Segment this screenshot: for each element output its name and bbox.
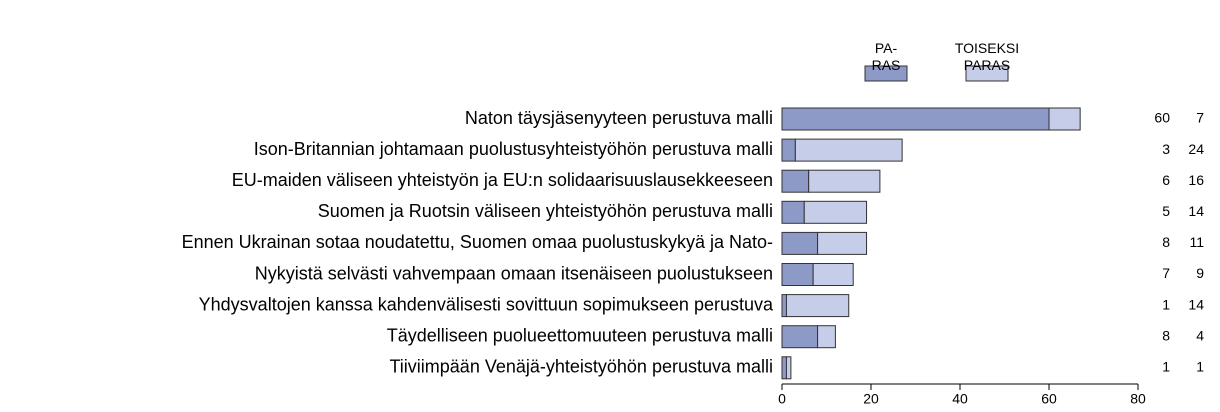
category-label: Ison-Britannian johtamaan puolustusyhtei…	[254, 139, 773, 159]
category-label: Yhdysvaltojen kanssa kahdenvälisesti sov…	[199, 294, 774, 314]
value-label: 7	[1196, 110, 1204, 126]
category-label: Suomen ja Ruotsin väliseen yhteistyöhön …	[318, 201, 773, 221]
bar-segment	[781, 325, 819, 349]
bar-segment	[781, 107, 1050, 131]
bar-segment	[785, 356, 792, 380]
x-tick-label: 20	[863, 391, 879, 407]
category-label: EU-maiden väliseen yhteistyön ja EU:n so…	[232, 170, 773, 190]
bar-segment	[781, 231, 819, 255]
bar-segment	[817, 325, 836, 349]
value-label: 5	[1162, 203, 1170, 219]
bar-segment	[781, 169, 810, 193]
value-label: 7	[1162, 265, 1170, 281]
bar-segment	[781, 200, 805, 224]
value-label: 1	[1162, 359, 1170, 375]
category-label: Nykyistä selvästi vahvempaan omaan itsen…	[255, 263, 773, 283]
value-label: 14	[1188, 296, 1204, 312]
value-label: 11	[1189, 234, 1204, 250]
bar-segment	[785, 294, 850, 318]
legend-label: TOISEKSI PARAS	[954, 40, 1020, 73]
value-label: 8	[1162, 327, 1170, 343]
x-tick-label: 80	[1130, 391, 1146, 407]
bar-segment	[781, 356, 787, 380]
value-label: 6	[1162, 172, 1170, 188]
legend-label: PA- RAS	[871, 40, 901, 73]
bar-segment	[803, 200, 868, 224]
value-label: 8	[1162, 234, 1170, 250]
bar-segment	[1048, 107, 1081, 131]
bar-segment	[808, 169, 881, 193]
bar-segment	[812, 263, 854, 286]
value-label: 1	[1162, 296, 1170, 312]
value-label: 4	[1196, 327, 1204, 343]
category-label: Tiiviimpään Venäjä-yhteistyöhön perustuv…	[389, 357, 773, 377]
x-tick-label: 40	[952, 391, 968, 407]
category-label: Ennen Ukrainan sotaa noudatettu, Suomen …	[182, 232, 773, 252]
value-label: 9	[1196, 265, 1204, 281]
category-label: Naton täysjäsenyyteen perustuva malli	[465, 108, 773, 128]
bar-segment	[817, 231, 868, 255]
x-tick-label: 0	[778, 391, 786, 407]
value-label: 60	[1154, 110, 1170, 126]
value-label: 14	[1188, 203, 1204, 219]
legend-swatch	[864, 65, 908, 82]
legend-swatch	[965, 65, 1009, 82]
bar-segment	[794, 138, 903, 162]
x-tick-label: 60	[1041, 391, 1057, 407]
value-label: 3	[1162, 141, 1170, 157]
bar-segment	[781, 294, 787, 318]
value-label: 24	[1188, 141, 1204, 157]
value-label: 16	[1188, 172, 1204, 188]
bar-segment	[781, 263, 814, 286]
value-label: 1	[1196, 359, 1204, 375]
bar-segment	[781, 138, 796, 162]
category-label: Täydelliseen puolueettomuuteen perustuva…	[387, 325, 773, 345]
